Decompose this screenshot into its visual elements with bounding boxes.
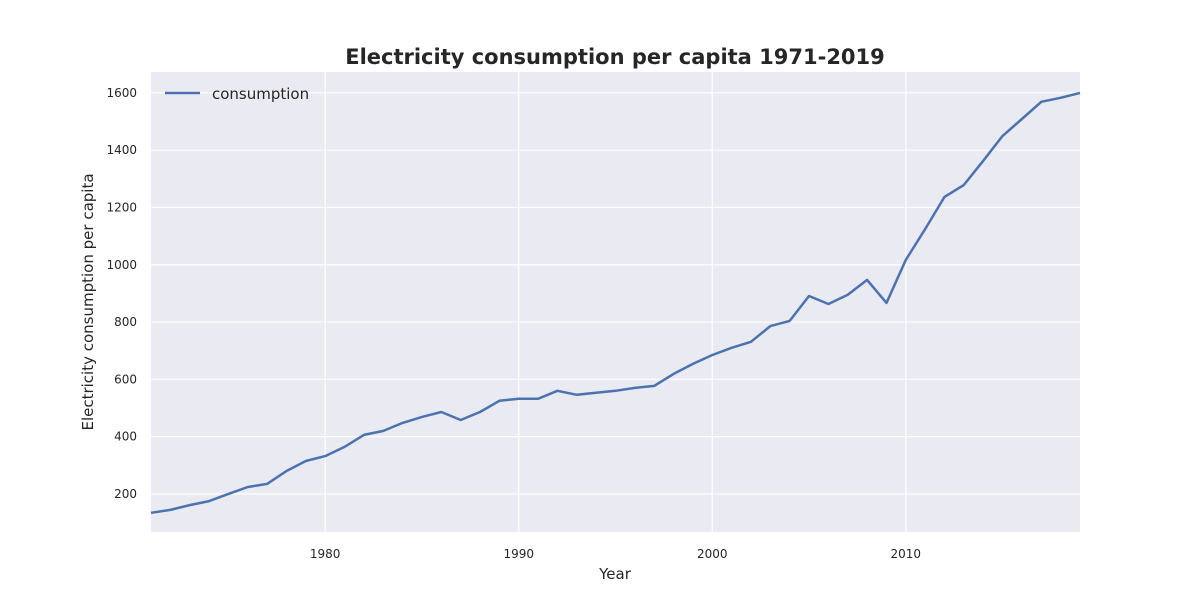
y-tick-label: 400 xyxy=(114,430,137,444)
x-tick-label: 1990 xyxy=(503,547,534,561)
series-line-consumption xyxy=(150,91,1081,515)
y-tick-label: 1400 xyxy=(106,143,137,157)
x-tick-label: 1980 xyxy=(310,547,341,561)
y-tick-label: 200 xyxy=(114,487,137,501)
y-tick-label: 1600 xyxy=(106,86,137,100)
plot-background xyxy=(151,72,1080,532)
y-axis-label: Electricity consumption per capita xyxy=(79,173,97,430)
y-tick-label: 1200 xyxy=(106,200,137,214)
y-tick-label: 1000 xyxy=(106,258,137,272)
legend: consumption xyxy=(165,85,309,103)
x-tick-label: 2000 xyxy=(697,547,728,561)
y-tick-label: 800 xyxy=(114,315,137,329)
chart-title: Electricity consumption per capita 1971-… xyxy=(345,45,885,69)
legend-label: consumption xyxy=(212,85,309,103)
x-tick-label: 2010 xyxy=(891,547,922,561)
x-axis-label: Year xyxy=(598,565,632,583)
y-tick-label: 600 xyxy=(114,372,137,386)
